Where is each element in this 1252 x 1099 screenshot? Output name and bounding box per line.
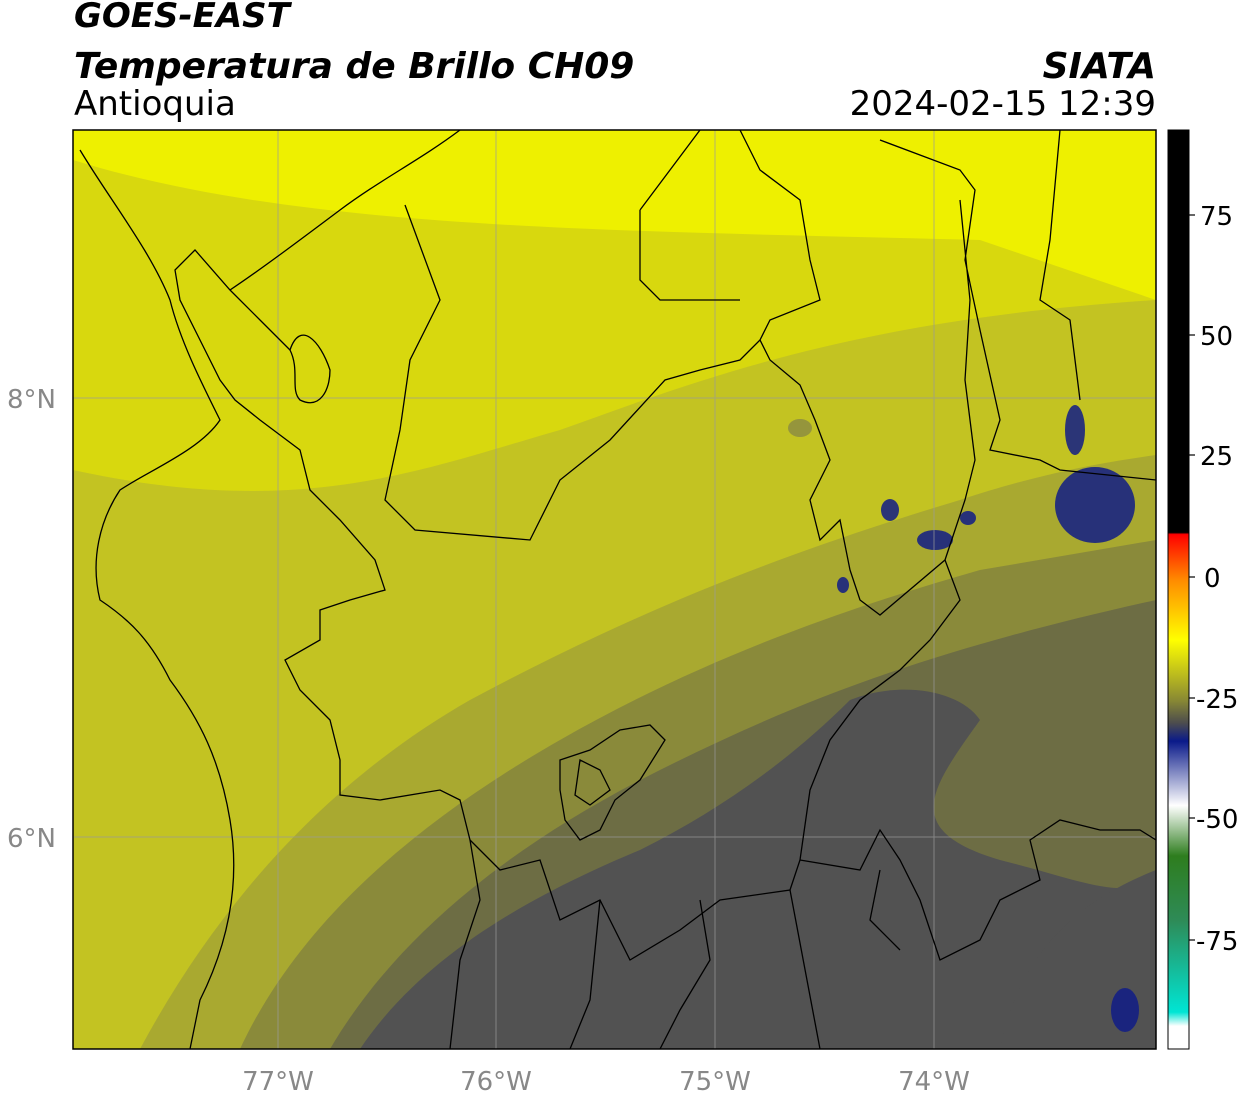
region-title: Antioquia [74, 84, 236, 124]
colorbar-label: 75 [1200, 202, 1233, 232]
east-boundary [879, 130, 1156, 561]
datetime-title: 2024-02-15 12:39 [849, 84, 1156, 124]
convective-cell [1111, 988, 1139, 1032]
product-title: Temperatura de Brillo CH09 [74, 46, 635, 87]
colorbar-label: 25 [1200, 442, 1233, 472]
convective-cell [837, 577, 849, 593]
faint-cell [788, 419, 812, 437]
temperature-field [73, 130, 1156, 1049]
south-boundary [449, 819, 1156, 1049]
colorbar-gradient [1167, 129, 1190, 1050]
convective-cell [881, 499, 899, 521]
lon-label-77w: 77°W [242, 1067, 314, 1097]
west-boundary [79, 149, 235, 1049]
field-band-gray [360, 689, 1156, 1049]
map-frame [72, 129, 1157, 1050]
colorbar-ticks [1189, 214, 1195, 941]
lon-label-75w: 75°W [679, 1067, 751, 1097]
lon-label-74w: 74°W [898, 1067, 970, 1097]
convective-cell [1055, 467, 1135, 543]
lat-label-6n: 6°N [7, 824, 56, 854]
metro-outline [559, 724, 666, 841]
boundaries [79, 130, 1156, 1049]
cordoba-boundary [639, 130, 821, 341]
convective-cell [1065, 405, 1085, 455]
colorbar-label: 50 [1200, 322, 1233, 352]
colorbar-label: -75 [1196, 927, 1238, 957]
lon-label-76w: 76°W [460, 1067, 532, 1097]
river-coast [289, 334, 331, 404]
colorbar-label: 0 [1204, 564, 1221, 594]
convective-cell [917, 530, 953, 550]
lat-label-8n: 8°N [7, 385, 56, 415]
colorbar-label: -25 [1196, 685, 1238, 715]
metro-inner [574, 759, 611, 806]
graticule [73, 130, 1156, 1049]
satellite-title: GOES-EAST [74, 0, 290, 36]
north-coast [229, 130, 461, 291]
antioquia-boundary [174, 204, 961, 961]
convective-cell [960, 511, 976, 525]
colorbar-label: -50 [1196, 805, 1238, 835]
colorbar: 75 50 25 0 -25 -50 -75 [1167, 129, 1238, 1050]
agency-title: SIATA [1042, 46, 1156, 87]
